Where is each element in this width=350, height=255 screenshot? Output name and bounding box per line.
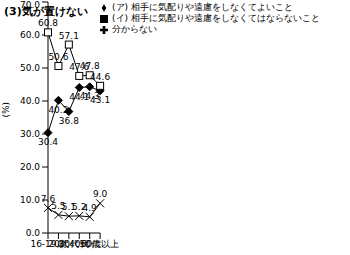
svg-text:40.2: 40.2 xyxy=(48,105,68,115)
svg-text:10.0: 10.0 xyxy=(20,195,40,205)
svg-text:60歳以上: 60歳以上 xyxy=(81,239,119,249)
svg-text:70.0: 70.0 xyxy=(20,0,40,10)
svg-text:44.6: 44.6 xyxy=(90,72,110,82)
svg-text:20.0: 20.0 xyxy=(20,162,40,172)
svg-text:43.1: 43.1 xyxy=(90,95,110,105)
svg-text:50.0: 50.0 xyxy=(20,63,40,73)
svg-text:(%): (%) xyxy=(1,102,11,118)
svg-text:4.9: 4.9 xyxy=(83,203,98,213)
svg-text:57.1: 57.1 xyxy=(59,31,79,41)
svg-text:36.8: 36.8 xyxy=(59,116,79,126)
svg-text:0.0: 0.0 xyxy=(26,228,41,238)
svg-text:50.6: 50.6 xyxy=(48,52,68,62)
svg-text:60.8: 60.8 xyxy=(38,18,58,28)
svg-text:30.4: 30.4 xyxy=(38,137,58,147)
svg-text:9.0: 9.0 xyxy=(93,189,108,199)
svg-text:47.8: 47.8 xyxy=(80,61,100,71)
svg-text:40.0: 40.0 xyxy=(20,96,40,106)
svg-text:60.0: 60.0 xyxy=(20,30,40,40)
